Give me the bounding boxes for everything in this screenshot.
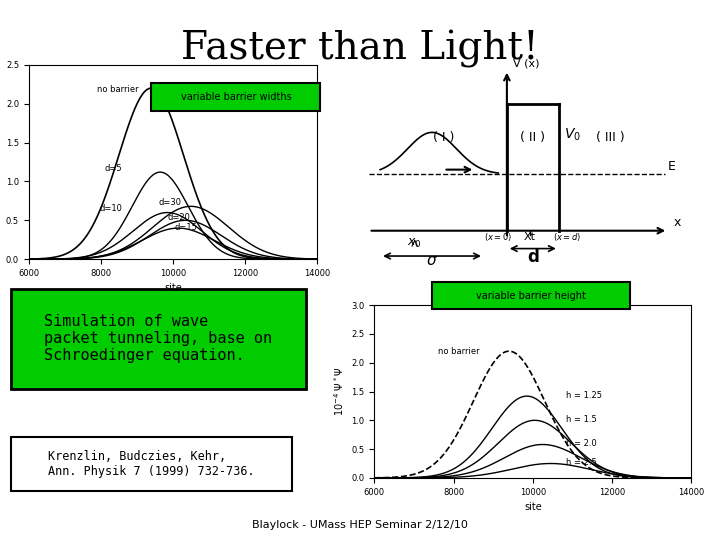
Text: $(x{=}d)$: $(x{=}d)$ xyxy=(553,231,582,242)
Text: d=30: d=30 xyxy=(158,198,181,207)
Text: d=20: d=20 xyxy=(168,213,190,221)
Text: Blaylock - UMass HEP Seminar 2/12/10: Blaylock - UMass HEP Seminar 2/12/10 xyxy=(252,520,468,530)
Text: d=5: d=5 xyxy=(104,164,122,173)
Text: d: d xyxy=(527,248,539,266)
Text: ( III ): ( III ) xyxy=(596,131,625,144)
Text: h = 2.0: h = 2.0 xyxy=(567,438,597,448)
X-axis label: site: site xyxy=(164,284,181,293)
Text: variable barrier widths: variable barrier widths xyxy=(181,92,292,102)
Text: $(x{=}0)$: $(x{=}0)$ xyxy=(484,231,513,242)
Text: Simulation of wave
packet tunneling, base on
Schroedinger equation.: Simulation of wave packet tunneling, bas… xyxy=(45,314,272,363)
Text: $V_0$: $V_0$ xyxy=(564,126,582,143)
Y-axis label: $10^{-4}$ $\Psi^*\Psi$: $10^{-4}$ $\Psi^*\Psi$ xyxy=(332,367,346,416)
Text: d=10: d=10 xyxy=(99,204,122,213)
Text: V (x): V (x) xyxy=(513,58,539,69)
Text: no barrier: no barrier xyxy=(438,347,480,356)
Text: $x_0$: $x_0$ xyxy=(408,237,422,249)
Text: d=15: d=15 xyxy=(175,222,197,232)
Text: no barrier: no barrier xyxy=(97,85,139,94)
Text: variable barrier height: variable barrier height xyxy=(477,291,586,301)
Text: E: E xyxy=(668,160,676,173)
Text: Xt: Xt xyxy=(524,232,536,241)
Text: h = 1.5: h = 1.5 xyxy=(567,415,597,424)
X-axis label: site: site xyxy=(524,502,541,512)
Text: $\sigma$: $\sigma$ xyxy=(426,253,438,268)
Text: h = 2.5: h = 2.5 xyxy=(567,458,597,467)
Text: x: x xyxy=(674,216,681,229)
Text: ( I ): ( I ) xyxy=(433,131,454,144)
Text: Faster than Light!: Faster than Light! xyxy=(181,30,539,68)
Text: h = 1.25: h = 1.25 xyxy=(567,392,603,401)
Text: Krenzlin, Budczies, Kehr,
Ann. Physik 7 (1999) 732-736.: Krenzlin, Budczies, Kehr, Ann. Physik 7 … xyxy=(48,450,254,478)
Text: ( II ): ( II ) xyxy=(521,131,545,144)
